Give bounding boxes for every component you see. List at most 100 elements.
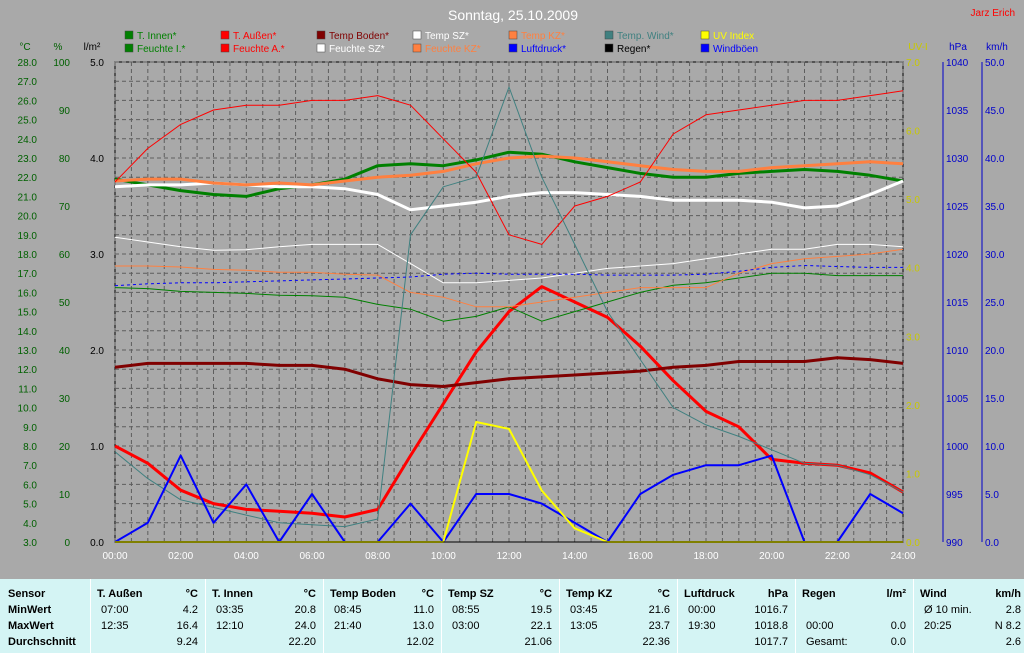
axis-tick-label: 5.0 bbox=[23, 500, 37, 511]
axis-tick-label: 21.0 bbox=[18, 192, 38, 203]
legend-label: Feuchte SZ* bbox=[329, 44, 385, 55]
stats-sensor-name: Regen bbox=[802, 588, 836, 600]
x-tick-label: 06:00 bbox=[299, 551, 324, 562]
axis-tick-label: 0.0 bbox=[985, 538, 999, 549]
stats-row: 22.36 bbox=[560, 635, 678, 650]
stats-unit: hPa bbox=[767, 588, 788, 600]
stats-unit: l/m² bbox=[886, 588, 906, 600]
stats-min-time: 07:00 bbox=[101, 604, 129, 616]
axis-tick-label: 995 bbox=[946, 490, 963, 501]
axis-tick-label: 15.0 bbox=[985, 394, 1005, 405]
stats-unit: km/h bbox=[995, 588, 1021, 600]
stats-row: 13:05 23.7 bbox=[560, 619, 678, 634]
legend-swatch bbox=[508, 30, 518, 40]
axis-tick-label: 35.0 bbox=[985, 202, 1005, 213]
axes: °C 28.0 27.0 26.0 25.0 24.0 23.0 22.0 21.0 20.0 19… bbox=[18, 42, 1008, 562]
axis-tick-label: 90 bbox=[59, 106, 71, 117]
series-line bbox=[114, 454, 904, 543]
axis-tick-label: 1020 bbox=[946, 250, 969, 261]
legend-label: Luftdruck* bbox=[521, 44, 566, 55]
stats-average: 22.20 bbox=[288, 636, 316, 648]
axis-tick-label: 100 bbox=[53, 58, 70, 69]
x-tick-label: 16:00 bbox=[628, 551, 653, 562]
stats-column: Temp Boden °C 08:45 11.0 21:40 13.0 12.02 bbox=[323, 579, 442, 653]
legend-swatch bbox=[220, 30, 230, 40]
axis-tick-label: 6.0 bbox=[906, 127, 920, 138]
plot-area bbox=[114, 61, 904, 543]
stats-max-time: 12:35 bbox=[101, 620, 129, 632]
stats-max-time: 00:00 bbox=[806, 620, 834, 632]
stats-max-time: 19:30 bbox=[688, 620, 716, 632]
legend-label: UV Index bbox=[713, 31, 754, 42]
legend-swatch bbox=[508, 43, 518, 53]
axis-unit-left: °C bbox=[19, 42, 30, 53]
x-tick-label: 04:00 bbox=[234, 551, 259, 562]
stats-average: 22.36 bbox=[642, 636, 670, 648]
stats-max-value: 23.7 bbox=[648, 620, 670, 632]
stats-min-value: 4.2 bbox=[182, 604, 198, 616]
series-line bbox=[114, 236, 904, 284]
stats-min-time: 08:55 bbox=[452, 604, 480, 616]
stats-sensor-name: Temp Boden bbox=[330, 588, 396, 600]
axis-tick-label: 45.0 bbox=[985, 106, 1005, 117]
stats-wind-avg-value: 2.8 bbox=[1005, 604, 1021, 616]
stats-row: 00:00 1016.7 bbox=[678, 603, 796, 618]
stats-sensor-name: T. Innen bbox=[212, 588, 253, 600]
axis-tick-label: 1005 bbox=[946, 394, 969, 405]
stats-row: 03:45 21.6 bbox=[560, 603, 678, 618]
axis-tick-label: 14.0 bbox=[18, 327, 38, 338]
stats-wind-avg-label: Ø 10 min. bbox=[924, 604, 972, 616]
axis-tick-label: 23.0 bbox=[18, 154, 38, 165]
stats-row: Sensor bbox=[0, 587, 90, 602]
axis-tick-label: 27.0 bbox=[18, 77, 38, 88]
axis-tick-label: 25.0 bbox=[985, 298, 1005, 309]
legend-swatch bbox=[700, 30, 710, 40]
stats-max-value: 22.1 bbox=[530, 620, 552, 632]
axis-unit-right: km/h bbox=[986, 42, 1008, 53]
series-line bbox=[114, 285, 904, 519]
axis-tick-label: 5.0 bbox=[985, 490, 999, 501]
axis-tick-label: 40 bbox=[59, 346, 71, 357]
stats-row: 12.02 bbox=[324, 635, 442, 650]
stats-row: 9.24 bbox=[91, 635, 206, 650]
stats-row: Regen l/m² bbox=[796, 587, 914, 602]
axis-tick-label: 17.0 bbox=[18, 269, 38, 280]
axis-tick-label: 1000 bbox=[946, 442, 969, 453]
x-tick-label: 14:00 bbox=[562, 551, 587, 562]
axis-tick-label: 1015 bbox=[946, 298, 969, 309]
stats-column: T. Innen °C 03:35 20.8 12:10 24.0 22.20 bbox=[205, 579, 324, 653]
series-line bbox=[115, 248, 904, 308]
axis-tick-label: 5.0 bbox=[90, 58, 104, 69]
statistics-table: Sensor MinWert MaxWert Durchschnitt T. Außen… bbox=[0, 579, 1024, 653]
legend-label: Windböen bbox=[713, 44, 758, 55]
axis-tick-label: 3.0 bbox=[23, 538, 37, 549]
legend-swatch bbox=[316, 30, 326, 40]
axis-tick-label: 10 bbox=[59, 490, 71, 501]
stats-row: Temp Boden °C bbox=[324, 587, 442, 602]
legend-label: Regen* bbox=[617, 44, 650, 55]
axis-tick-label: 50 bbox=[59, 298, 71, 309]
stats-row: 1017.7 bbox=[678, 635, 796, 650]
axis-tick-label: 1010 bbox=[946, 346, 969, 357]
x-tick-label: 18:00 bbox=[693, 551, 718, 562]
stats-sensor-name: Wind bbox=[920, 588, 947, 600]
axis-tick-label: 10.0 bbox=[985, 442, 1005, 453]
stats-row: Gesamt: 0.0 bbox=[796, 635, 914, 650]
stats-row: T. Außen °C bbox=[91, 587, 206, 602]
axis-tick-label: 30 bbox=[59, 394, 71, 405]
author-label: Jarz Erich bbox=[971, 8, 1015, 19]
stats-row: T. Innen °C bbox=[206, 587, 324, 602]
stats-column: Luftdruck hPa 00:00 1016.7 19:30 1018.8 1017.7 bbox=[677, 579, 796, 653]
axis-tick-label: 22.0 bbox=[18, 173, 38, 184]
x-tick-label: 24:00 bbox=[890, 551, 915, 562]
stats-sensor-name: Temp SZ bbox=[448, 588, 494, 600]
stats-min-time: 08:45 bbox=[334, 604, 362, 616]
stats-row: MinWert bbox=[0, 603, 90, 618]
legend-swatch bbox=[412, 43, 422, 53]
stats-max-value: 13.0 bbox=[412, 620, 434, 632]
axis-tick-label: 18.0 bbox=[18, 250, 38, 261]
axis-tick-label: 7.0 bbox=[23, 461, 37, 472]
stats-min-value: 19.5 bbox=[530, 604, 552, 616]
stats-row: 2.6 bbox=[914, 635, 1024, 650]
stats-min-time: 00:00 bbox=[688, 604, 716, 616]
